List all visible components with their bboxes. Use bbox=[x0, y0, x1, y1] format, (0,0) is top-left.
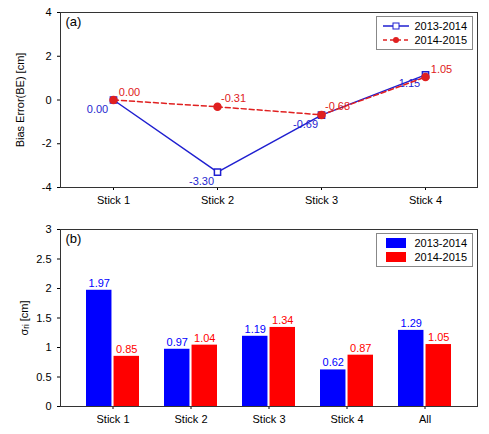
svg-text:2.5: 2.5 bbox=[36, 253, 51, 265]
html-text:2013-2014: 2013-2014 bbox=[414, 20, 467, 32]
svg-text:Stick 4: Stick 4 bbox=[330, 413, 363, 425]
html-text:2013-2014: 2013-2014 bbox=[414, 237, 467, 249]
svg-text:0.5: 0.5 bbox=[36, 371, 51, 383]
svg-text:0.00: 0.00 bbox=[87, 103, 108, 115]
svg-text:All: All bbox=[419, 413, 431, 425]
svg-text:Stick 1: Stick 1 bbox=[96, 413, 129, 425]
html-text:2014-2015: 2014-2015 bbox=[414, 251, 467, 263]
svg-text:0: 0 bbox=[45, 94, 51, 106]
svg-text:1.5: 1.5 bbox=[36, 312, 51, 324]
svg-text:2: 2 bbox=[45, 282, 51, 294]
svg-text:0.97: 0.97 bbox=[167, 336, 188, 348]
html-text:2014-2015: 2014-2015 bbox=[414, 34, 467, 46]
svg-text:1.05: 1.05 bbox=[428, 331, 449, 343]
svg-text:0.87: 0.87 bbox=[350, 342, 371, 354]
svg-text:0: 0 bbox=[45, 400, 51, 412]
svg-text:-2: -2 bbox=[42, 137, 52, 149]
svg-text:1.29: 1.29 bbox=[401, 317, 422, 329]
svg-text:0.62: 0.62 bbox=[323, 356, 344, 368]
svg-text:(b): (b) bbox=[66, 231, 82, 246]
svg-text:0.85: 0.85 bbox=[116, 343, 137, 355]
svg-text:4: 4 bbox=[45, 6, 51, 18]
svg-text:1.34: 1.34 bbox=[272, 314, 293, 326]
svg-text:2: 2 bbox=[45, 50, 51, 62]
svg-text:-4: -4 bbox=[42, 181, 52, 193]
svg-text:Bias Error(BE) [cm]: Bias Error(BE) [cm] bbox=[14, 53, 26, 148]
svg-text:Stick 2: Stick 2 bbox=[201, 194, 234, 206]
svg-text:σᵣᵢ [cm]: σᵣᵢ [cm] bbox=[18, 301, 30, 336]
svg-text:-0.68: -0.68 bbox=[325, 100, 350, 112]
svg-text:1.05: 1.05 bbox=[431, 63, 452, 75]
svg-text:0.00: 0.00 bbox=[119, 86, 140, 98]
svg-text:Stick 3: Stick 3 bbox=[252, 413, 285, 425]
svg-text:1.04: 1.04 bbox=[194, 332, 215, 344]
svg-text:(a): (a) bbox=[66, 14, 82, 29]
svg-text:1.97: 1.97 bbox=[89, 277, 110, 289]
svg-text:1: 1 bbox=[45, 341, 51, 353]
svg-text:-0.69: -0.69 bbox=[293, 118, 318, 130]
svg-text:Stick 4: Stick 4 bbox=[409, 194, 442, 206]
svg-text:1.19: 1.19 bbox=[245, 323, 266, 335]
svg-text:Stick 3: Stick 3 bbox=[305, 194, 338, 206]
svg-text:Stick 1: Stick 1 bbox=[97, 194, 130, 206]
svg-text:Stick 2: Stick 2 bbox=[174, 413, 207, 425]
svg-text:3: 3 bbox=[45, 223, 51, 235]
svg-text:1.15: 1.15 bbox=[399, 77, 420, 89]
svg-text:-3.30: -3.30 bbox=[189, 175, 214, 187]
svg-text:-0.31: -0.31 bbox=[221, 92, 246, 104]
